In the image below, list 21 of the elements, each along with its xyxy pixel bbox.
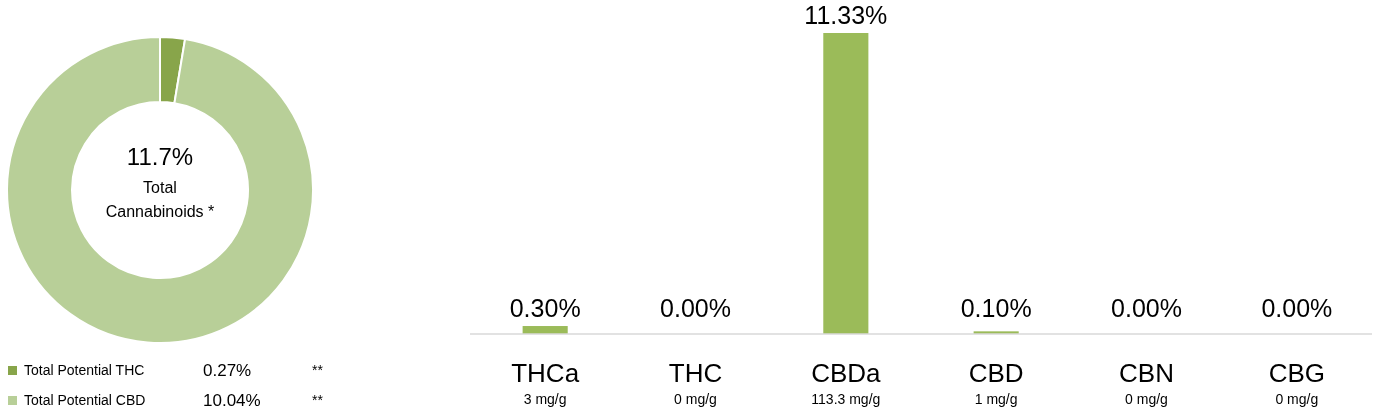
x-tick-label: CBDa 113.3 mg/g <box>811 358 882 407</box>
legend-label: Total Potential CBD <box>24 392 146 408</box>
data-label: 0.00% <box>1261 294 1333 322</box>
x-tick-label: CBG 0 mg/g <box>1268 358 1326 407</box>
data-label: 0.27% <box>203 361 252 380</box>
data-label: 11.33% <box>804 1 888 29</box>
data-label: 0.10% <box>960 294 1032 322</box>
x-tick-label: THC 0 mg/g <box>668 358 723 407</box>
text: ** <box>312 362 324 378</box>
data-label: 0.30% <box>509 294 581 322</box>
donut-slice <box>6 36 314 344</box>
text: ** <box>312 392 324 408</box>
x-tick-label: CBN 0 mg/g <box>1119 358 1174 407</box>
data-label: 0.00% <box>1111 294 1182 322</box>
legend-label: Total Potential THC <box>24 362 145 378</box>
data-label: 0.00% <box>660 294 731 322</box>
x-tick-label: CBD 1 mg/g <box>968 358 1024 407</box>
text: Total Cannabinoids * <box>105 179 215 220</box>
data-label: 10.04% <box>203 391 261 410</box>
text: 11.7% <box>126 143 194 170</box>
x-tick-label: THCa 3 mg/g <box>511 358 580 407</box>
